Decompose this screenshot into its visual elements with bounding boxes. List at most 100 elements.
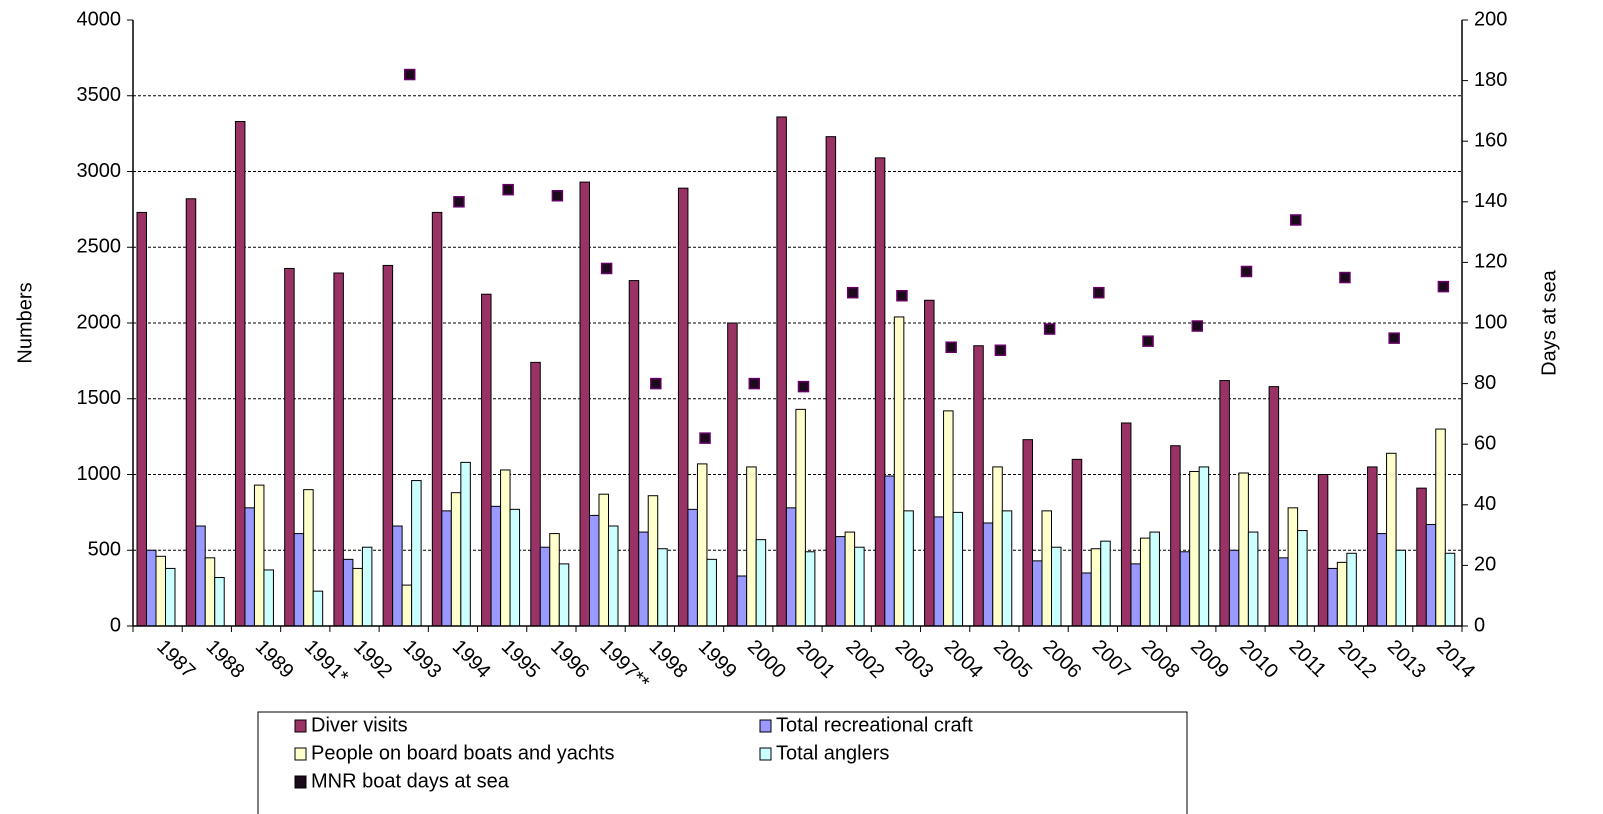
bar bbox=[441, 510, 452, 627]
bar bbox=[1435, 428, 1446, 627]
bar bbox=[481, 293, 492, 627]
bar bbox=[687, 508, 698, 627]
legend-swatch bbox=[294, 775, 307, 789]
x-tick-label: 2004 bbox=[940, 636, 987, 683]
bar bbox=[924, 299, 935, 627]
legend-swatch bbox=[294, 719, 307, 733]
bar bbox=[706, 558, 717, 627]
bar bbox=[1179, 551, 1191, 627]
bar bbox=[746, 466, 757, 627]
bar bbox=[1444, 552, 1456, 627]
bar bbox=[185, 198, 197, 627]
bar bbox=[1228, 549, 1240, 627]
marker bbox=[1043, 323, 1056, 335]
marker bbox=[748, 377, 761, 390]
bar bbox=[431, 211, 443, 627]
y-axis-label: Numbers bbox=[14, 282, 36, 363]
y-tick-label: 3500 bbox=[77, 84, 122, 106]
legend-label: Total recreational craft bbox=[776, 714, 973, 736]
x-tick-label: 2009 bbox=[1186, 636, 1233, 683]
bar bbox=[1100, 540, 1111, 627]
bar bbox=[854, 546, 865, 627]
y2-axis-label: Days at sea bbox=[1538, 269, 1560, 375]
bar bbox=[1032, 560, 1043, 627]
bar bbox=[558, 563, 570, 627]
x-tick-label: 2010 bbox=[1235, 636, 1282, 683]
x-tick-label: 2011 bbox=[1284, 636, 1330, 682]
x-tick-label: 1996 bbox=[546, 636, 593, 683]
x-tick-label: 1999 bbox=[694, 636, 741, 683]
bar bbox=[214, 577, 225, 627]
bar bbox=[155, 555, 166, 627]
bar bbox=[392, 525, 403, 627]
marker bbox=[1142, 335, 1154, 347]
x-tick-label: 2007 bbox=[1088, 636, 1135, 683]
marker bbox=[1437, 280, 1450, 293]
bar bbox=[530, 361, 541, 627]
bar bbox=[1081, 572, 1092, 627]
y2-tick-label: 100 bbox=[1474, 311, 1507, 333]
x-tick-label: 1997** bbox=[595, 636, 653, 694]
marker bbox=[994, 344, 1007, 357]
bar bbox=[411, 480, 422, 627]
marker bbox=[551, 189, 564, 202]
bar bbox=[835, 536, 846, 627]
bar bbox=[136, 211, 147, 627]
marker bbox=[1093, 286, 1105, 299]
bar bbox=[893, 316, 905, 627]
bar bbox=[284, 267, 295, 627]
bar bbox=[1278, 557, 1289, 627]
marker bbox=[600, 262, 613, 275]
bar bbox=[1336, 561, 1348, 627]
bar bbox=[165, 567, 176, 627]
bar bbox=[1268, 386, 1280, 627]
bar bbox=[244, 507, 255, 627]
marker bbox=[453, 196, 465, 208]
x-tick-label: 1993 bbox=[398, 636, 445, 683]
x-tick-label: 1994 bbox=[448, 636, 495, 683]
x-tick-label: 1995 bbox=[497, 636, 544, 683]
bar bbox=[677, 187, 689, 627]
bar bbox=[1071, 458, 1083, 627]
marker bbox=[1240, 265, 1253, 278]
bar bbox=[1386, 452, 1397, 627]
bar bbox=[1051, 546, 1062, 627]
bar bbox=[608, 525, 619, 627]
x-tick-label: 2013 bbox=[1383, 636, 1430, 683]
y2-tick-label: 80 bbox=[1474, 372, 1496, 394]
bar bbox=[1367, 466, 1378, 627]
y2-tick-label: 120 bbox=[1474, 251, 1507, 273]
bar bbox=[1139, 537, 1151, 627]
bar bbox=[1170, 445, 1181, 627]
bar bbox=[825, 136, 837, 627]
bar bbox=[146, 549, 157, 627]
bar bbox=[1297, 530, 1308, 627]
bar bbox=[598, 493, 609, 627]
bar bbox=[647, 495, 659, 627]
legend-swatch bbox=[759, 719, 772, 733]
y-tick-label: 2500 bbox=[77, 236, 122, 258]
bar bbox=[450, 492, 462, 627]
bar bbox=[952, 511, 964, 627]
x-tick-label: 1988 bbox=[202, 636, 249, 683]
bar bbox=[1346, 552, 1357, 627]
bar bbox=[382, 264, 394, 627]
bar bbox=[785, 507, 797, 627]
bar bbox=[1376, 533, 1388, 627]
x-tick-label: 1987 bbox=[152, 636, 199, 683]
x-tick-label: 2001 bbox=[792, 636, 839, 683]
bar bbox=[1198, 466, 1210, 627]
bar bbox=[1090, 548, 1102, 627]
marker bbox=[846, 286, 859, 299]
marker bbox=[1388, 332, 1400, 344]
x-tick-label: 2002 bbox=[841, 636, 888, 683]
marker bbox=[945, 341, 957, 353]
x-tick-label: 1991* bbox=[300, 636, 353, 689]
marker bbox=[403, 68, 416, 81]
bar bbox=[263, 569, 274, 627]
legend-swatch bbox=[294, 747, 307, 761]
bar bbox=[638, 531, 649, 627]
bar bbox=[973, 345, 984, 627]
bar bbox=[195, 525, 206, 627]
